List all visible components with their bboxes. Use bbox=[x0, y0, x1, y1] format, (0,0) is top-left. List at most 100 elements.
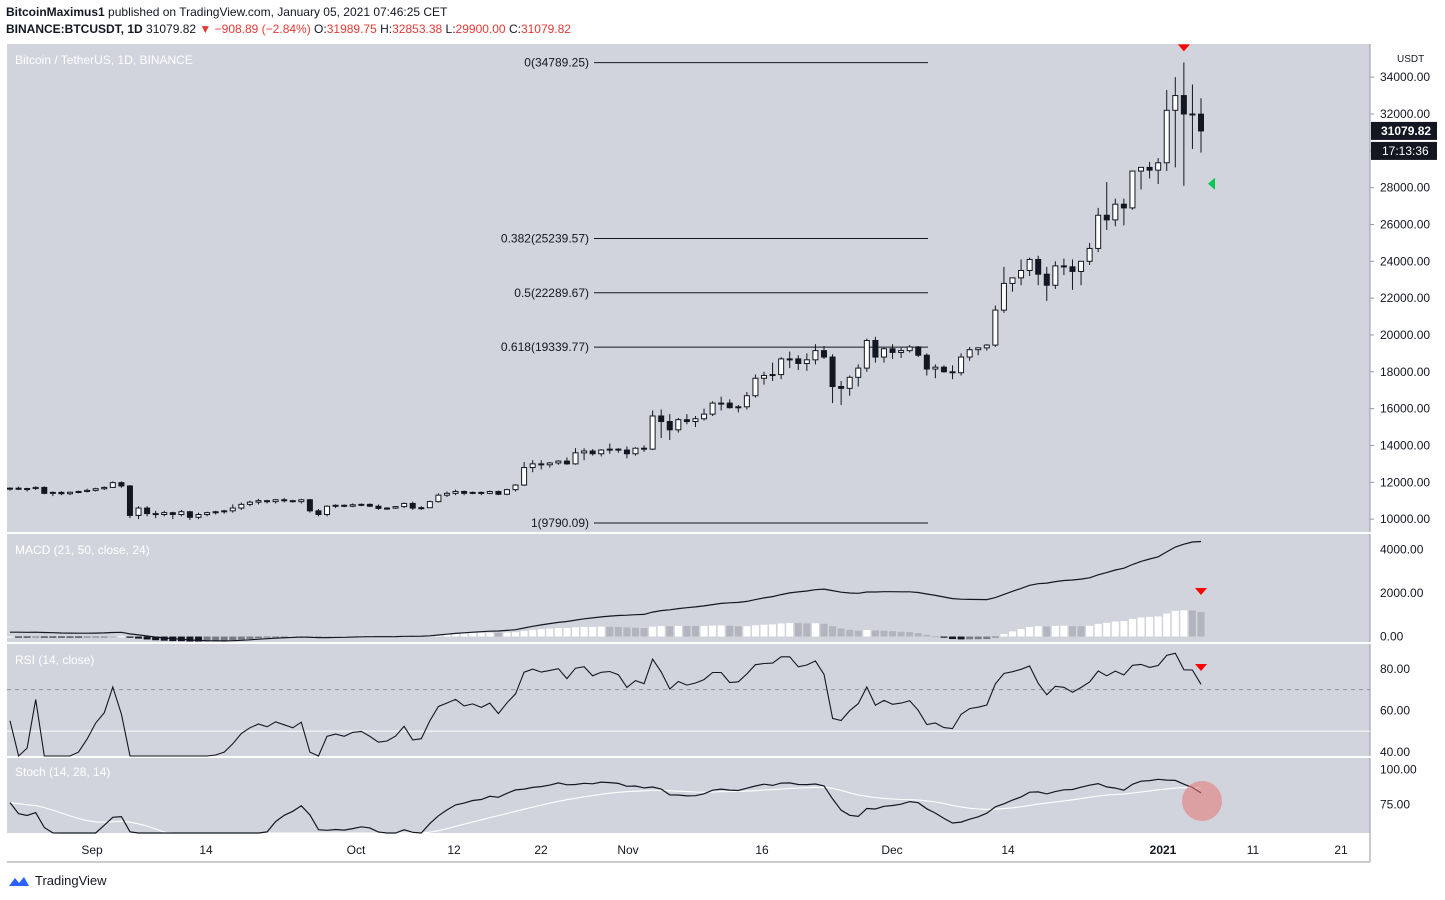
candle-up bbox=[555, 460, 562, 464]
macd-histogram-bar bbox=[452, 633, 460, 637]
candle-up bbox=[855, 367, 862, 378]
rsi-title: RSI (14, close) bbox=[15, 653, 94, 667]
candle-up bbox=[24, 488, 31, 491]
candle-down bbox=[872, 339, 879, 358]
macd-histogram-bar bbox=[1111, 621, 1119, 637]
candle-down bbox=[186, 511, 193, 518]
fib-level-label: 0(34789.25) bbox=[524, 56, 589, 70]
candle-up bbox=[786, 358, 793, 361]
macd-histogram-bar bbox=[57, 636, 65, 638]
macd-histogram-bar bbox=[769, 624, 777, 637]
candle-down bbox=[1103, 214, 1110, 221]
macd-histogram-bar bbox=[160, 636, 168, 641]
candle-down bbox=[538, 463, 545, 466]
macd-histogram-bar bbox=[734, 626, 742, 637]
candle-up bbox=[812, 350, 819, 361]
candle-down bbox=[461, 490, 468, 494]
candle-down bbox=[126, 485, 133, 516]
macd-histogram-bar bbox=[794, 623, 802, 637]
macd-histogram-bar bbox=[537, 629, 545, 637]
price-change: ▼ −908.89 (−2.84%) bbox=[199, 22, 311, 36]
candle-up bbox=[1009, 277, 1016, 284]
countdown-tag bbox=[1371, 141, 1437, 160]
y-tick-label: 14000.00 bbox=[1380, 438, 1430, 452]
candle-up bbox=[109, 482, 116, 488]
candle-up bbox=[1018, 270, 1025, 279]
y-tick-label: 18000.00 bbox=[1380, 365, 1430, 379]
macd-histogram-bar bbox=[15, 636, 23, 638]
macd-histogram-bar bbox=[623, 627, 631, 637]
x-tick-label: 2021 bbox=[1150, 843, 1177, 857]
macd-histogram-bar bbox=[923, 634, 931, 637]
macd-histogram-bar bbox=[1026, 626, 1034, 637]
pane-bg-rsi bbox=[7, 644, 1370, 756]
candle-up bbox=[469, 491, 476, 494]
last-price: 31079.82 bbox=[146, 22, 197, 36]
macd-histogram-bar bbox=[83, 636, 91, 638]
candle-up bbox=[358, 503, 365, 506]
macd-histogram-bar bbox=[554, 628, 562, 637]
macd-histogram-bar bbox=[914, 633, 922, 637]
candle-down bbox=[623, 449, 630, 455]
candle-down bbox=[341, 504, 348, 507]
stoch-y-tick-label: 100.00 bbox=[1380, 762, 1417, 776]
candle-up bbox=[1052, 265, 1059, 286]
macd-histogram-bar bbox=[443, 634, 451, 637]
macd-histogram-bar bbox=[1103, 622, 1111, 637]
candle-up bbox=[718, 402, 725, 405]
candle-up bbox=[7, 487, 13, 490]
macd-histogram-bar bbox=[1128, 618, 1136, 637]
candle-down bbox=[1189, 113, 1196, 116]
macd-histogram-bar bbox=[563, 627, 571, 637]
macd-histogram-bar bbox=[49, 636, 57, 638]
macd-histogram-bar bbox=[846, 629, 854, 637]
macd-histogram-bar bbox=[40, 636, 48, 638]
candle-up bbox=[272, 499, 279, 503]
candle-up bbox=[443, 492, 450, 496]
macd-histogram-bar bbox=[871, 630, 879, 637]
macd-histogram-bar bbox=[811, 623, 819, 637]
candle-down bbox=[949, 371, 956, 374]
macd-histogram-bar bbox=[974, 636, 982, 640]
candle-down bbox=[940, 366, 947, 373]
macd-histogram-bar bbox=[1086, 625, 1094, 637]
candle-up bbox=[546, 462, 553, 466]
candle-up bbox=[426, 501, 433, 509]
macd-histogram-bar bbox=[1000, 634, 1008, 637]
symbol-info: BINANCE:BTCUSDT, 1D 31079.82 ▼ −908.89 (… bbox=[6, 22, 571, 36]
macd-histogram-bar bbox=[863, 629, 871, 637]
macd-histogram-bar bbox=[520, 631, 528, 637]
candle-up bbox=[701, 413, 708, 420]
macd-histogram-bar bbox=[6, 636, 14, 638]
macd-histogram-bar bbox=[1043, 626, 1051, 637]
candle-down bbox=[658, 415, 665, 423]
tradingview-brand[interactable]: TradingView bbox=[8, 873, 107, 888]
macd-histogram-bar bbox=[674, 625, 682, 637]
candle-down bbox=[144, 507, 151, 515]
candle-up bbox=[572, 452, 579, 465]
author-name[interactable]: BitcoinMaximus1 bbox=[6, 5, 105, 19]
candle-up bbox=[598, 449, 605, 455]
candle-up bbox=[503, 489, 510, 495]
macd-histogram-bar bbox=[683, 625, 691, 637]
time-axis-bg bbox=[7, 835, 1370, 862]
close-label: C: bbox=[508, 22, 521, 36]
candle-down bbox=[615, 448, 622, 451]
macd-histogram-bar bbox=[717, 625, 725, 637]
candle-up bbox=[958, 356, 965, 374]
candle-down bbox=[1069, 266, 1076, 272]
candle-up bbox=[1112, 203, 1119, 221]
macd-histogram-bar bbox=[195, 636, 203, 642]
macd-histogram-bar bbox=[889, 631, 897, 637]
candle-down bbox=[1120, 203, 1127, 209]
macd-histogram-bar bbox=[751, 625, 759, 637]
candle-up bbox=[675, 419, 682, 431]
last-price-tag bbox=[1371, 121, 1437, 140]
candle-down bbox=[1198, 113, 1204, 132]
candle-up bbox=[66, 491, 73, 495]
candle-down bbox=[795, 358, 802, 365]
macd-histogram-bar bbox=[314, 636, 322, 638]
macd-histogram-bar bbox=[726, 625, 734, 637]
macd-histogram-bar bbox=[597, 626, 605, 637]
